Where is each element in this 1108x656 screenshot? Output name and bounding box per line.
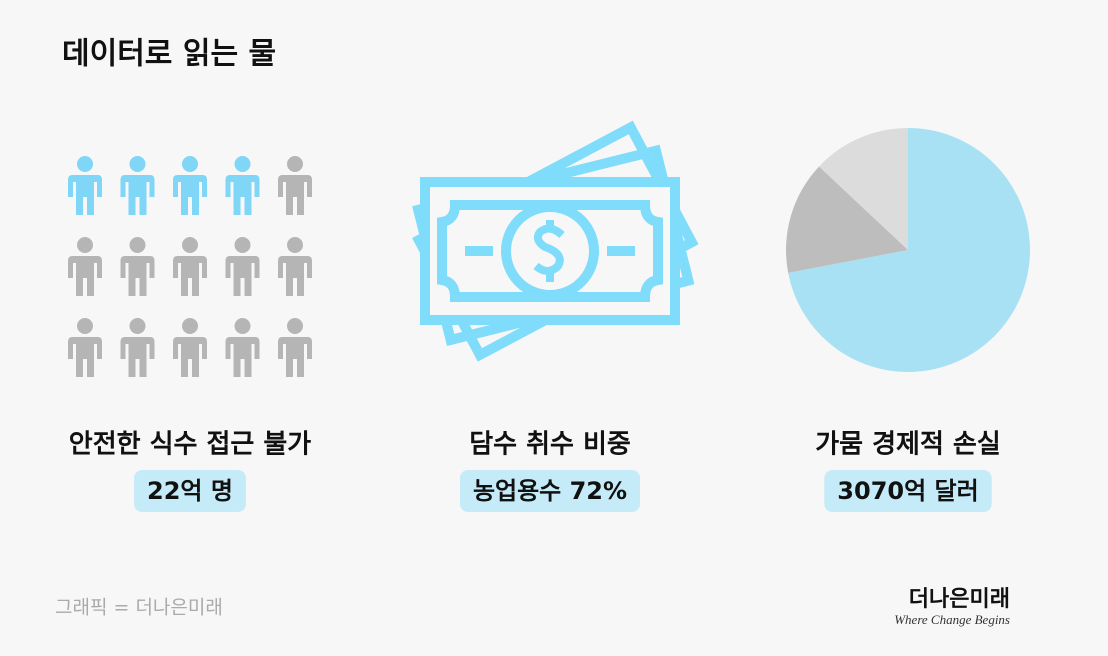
person-body [225,256,260,296]
pie-slice [819,128,908,250]
person [278,318,312,377]
person [173,156,207,215]
person-head [234,237,251,253]
bill-inner [437,200,663,302]
person [173,237,207,296]
person-head [129,237,146,253]
person-body [225,337,260,377]
person [225,318,260,377]
person [225,156,260,215]
person-head [77,318,93,334]
value-pill [459,470,641,512]
title: 데이터로 읽는 물 [62,37,276,72]
person-head [182,318,198,334]
pie-slice [786,166,908,273]
logo: 더나은미래 [909,587,1010,612]
person [120,156,155,215]
person [225,237,260,296]
person [68,156,102,215]
person [68,318,102,377]
coin [501,202,599,300]
pie-chart [786,128,1030,372]
panel-value: 농업용수 72% [473,477,627,505]
person-head [129,318,146,334]
panel-value: 3070억 달러 [837,477,978,505]
person-head [182,156,198,172]
person-body [278,256,312,296]
person-body [68,337,102,377]
person-body [278,175,312,215]
panel-label: 담수 취수 비중 [469,430,631,460]
person-head [182,237,198,253]
person-body [120,175,155,215]
people-grid [68,156,312,377]
person-body [68,256,102,296]
person-body [68,175,102,215]
value-pill [824,470,992,512]
credit: 그래픽 = 더나은미래 [55,597,223,619]
value-pill [134,470,246,512]
person-head [287,318,303,334]
person-head [234,318,251,334]
person-head [77,237,93,253]
dollar-sign [533,220,565,282]
panel-label: 안전한 식수 접근 불가 [69,430,312,460]
person [120,318,155,377]
person-head [234,156,251,172]
tagline: Where Change Begins [894,612,1010,627]
person-body [173,256,207,296]
person-body [278,337,312,377]
person [68,237,102,296]
person-body [225,175,260,215]
person-head [77,156,93,172]
person-body [120,256,155,296]
person-head [287,156,303,172]
person-body [173,175,207,215]
person [278,237,312,296]
person-body [173,337,207,377]
money-icon [412,120,699,362]
panel-value: 22억 명 [147,477,233,505]
person [278,156,312,215]
person [173,318,207,377]
person-body [120,337,155,377]
person-head [129,156,146,172]
panel-label: 가뭄 경제적 손실 [815,430,1001,460]
pie-slice [788,128,1030,372]
person-head [287,237,303,253]
person [120,237,155,296]
